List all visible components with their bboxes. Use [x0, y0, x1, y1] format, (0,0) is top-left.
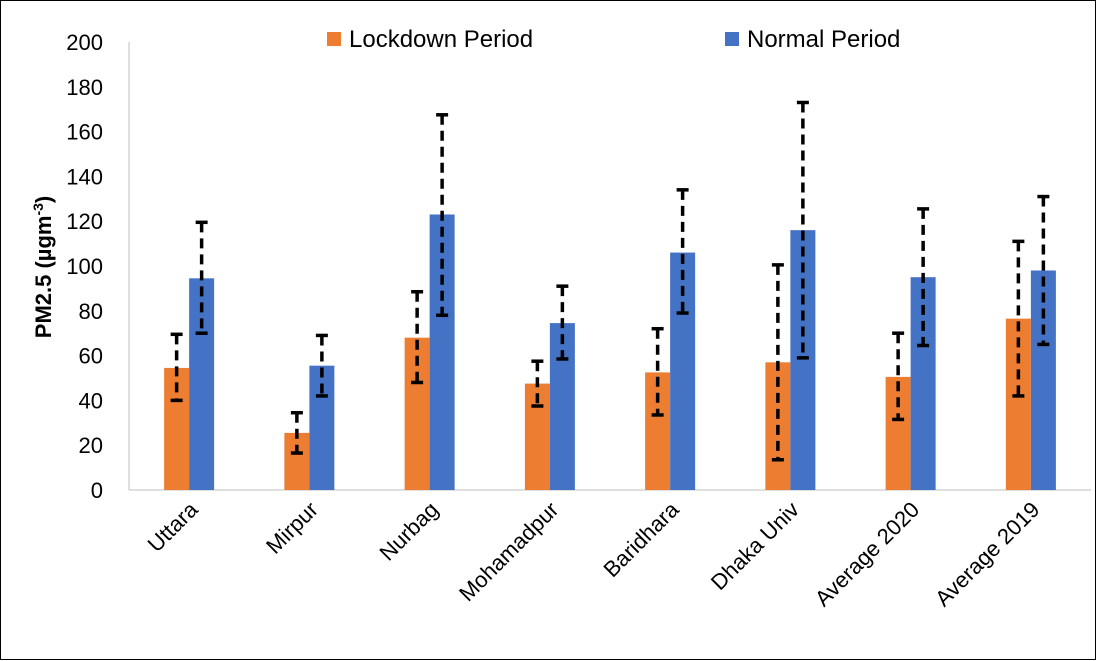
- bars-group: [164, 214, 1056, 491]
- bar: [1030, 270, 1056, 490]
- legend-label: Normal Period: [747, 26, 900, 53]
- y-tick-label: 180: [66, 75, 103, 100]
- y-tick-label: 100: [66, 254, 103, 279]
- category-label: Average 2019: [930, 497, 1044, 611]
- category-label: Baridhara: [599, 496, 685, 582]
- legend: Lockdown Period Normal Period: [327, 26, 900, 53]
- legend-swatch: [725, 32, 739, 46]
- legend-swatch: [327, 32, 341, 46]
- y-tick-label: 40: [79, 388, 103, 413]
- category-label: Nurbag: [374, 497, 443, 566]
- bar: [429, 214, 455, 491]
- error-bars-group: [170, 100, 1050, 462]
- bar: [885, 376, 911, 490]
- category-label: Average 2020: [810, 497, 924, 611]
- y-tick-label: 20: [79, 433, 103, 458]
- bar: [549, 323, 575, 490]
- y-tick-label: 200: [66, 30, 103, 55]
- y-axis-title-superscript: -3: [30, 203, 46, 216]
- category-label: Dhaka Univ: [706, 497, 804, 595]
- bar: [189, 278, 215, 490]
- y-axis-title-close: ): [31, 196, 56, 203]
- category-labels: Uttara Mirpur Nurbag Mohamadpur Baridhara Dha…: [143, 496, 1045, 611]
- y-tick-label: 0: [91, 478, 103, 503]
- category-label: Uttara: [143, 496, 204, 557]
- y-tick-label: 120: [66, 209, 103, 234]
- y-tick-label: 80: [79, 299, 103, 324]
- y-axis-title-main: PM2.5 (µgm: [31, 216, 56, 339]
- y-tick-labels: 0 20 40 60 80 100 120 140 160 180 200: [66, 30, 103, 503]
- y-tick-label: 140: [66, 164, 103, 189]
- category-label: Mirpur: [261, 497, 323, 559]
- bar: [790, 230, 816, 490]
- bar: [645, 372, 671, 490]
- bar: [284, 432, 310, 490]
- y-tick-label: 160: [66, 120, 103, 145]
- category-label: Mohamadpur: [454, 497, 563, 606]
- legend-label: Lockdown Period: [349, 26, 533, 53]
- y-tick-label: 60: [79, 344, 103, 369]
- y-axis-title: PM2.5 (µgm-3): [30, 196, 56, 338]
